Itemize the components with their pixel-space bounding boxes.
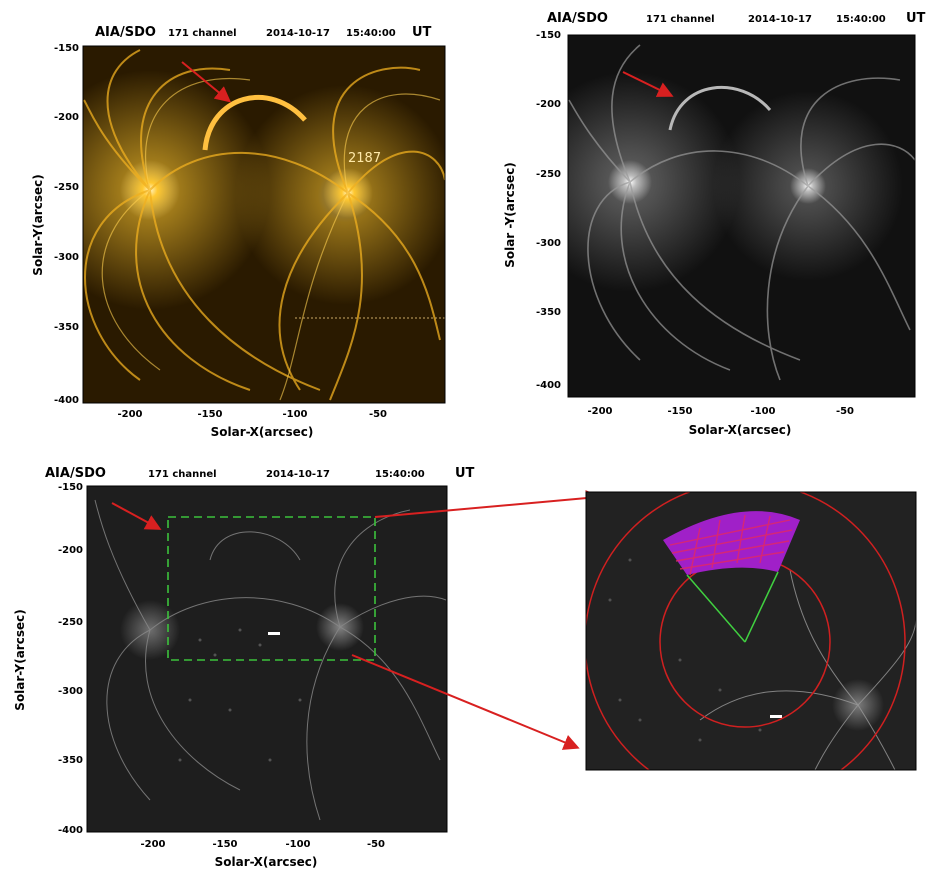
panel-b-xticks: -200 -150 -100 -50: [587, 406, 854, 417]
panel-b-ytick: -400: [536, 380, 561, 391]
panel-c-xtick: -200: [140, 839, 165, 850]
panel-a-xtick: -150: [197, 409, 222, 420]
panel-c-xtick: -150: [212, 839, 237, 850]
panel-c-ytick: -250: [58, 617, 83, 628]
panel-a-title-date: 2014-10-17: [266, 28, 330, 39]
panel-b-ytick: -200: [536, 99, 561, 110]
panel-c-ytick: -350: [58, 755, 83, 766]
panel-c-ytick: -200: [58, 545, 83, 556]
panel-b-title-ut: UT: [906, 11, 926, 26]
panel-a-ytick: -250: [54, 182, 79, 193]
panel-b-xtick: -50: [836, 406, 854, 417]
panel-c-arrow: [111, 502, 162, 530]
panel-a-title-time: 15:40:00: [346, 28, 396, 39]
panel-a-loop: [202, 95, 307, 151]
panel-b-xtick: -200: [587, 406, 612, 417]
panel-d-wedge-right-edge: [744, 571, 779, 643]
panel-a-yticks: -150 -200 -250 -300 -350 -400: [54, 43, 79, 406]
panel-c-selection-box: [167, 516, 376, 661]
panel-a-title-channel: 171 channel: [168, 28, 237, 39]
panel-b-title-time: 15:40:00: [836, 14, 886, 25]
panel-a-xtick: -200: [117, 409, 142, 420]
panel-d: [585, 491, 917, 771]
panel-b-title-instrument: AIA/SDO: [547, 11, 608, 26]
panel-a: AIA/SDO 171 channel 2014-10-17 15:40:00 …: [31, 25, 446, 439]
panel-b-ytick: -350: [536, 307, 561, 318]
panel-b-ytick: -250: [536, 169, 561, 180]
panel-c-xtick: -50: [367, 839, 385, 850]
panel-c: AIA/SDO 171 channel 2014-10-17 15:40:00 …: [13, 466, 475, 869]
panel-b-image: [568, 35, 915, 397]
panel-c-ytick: -400: [58, 825, 83, 836]
panel-b-yticks: -150 -200 -250 -300 -350 -400: [536, 30, 561, 391]
panel-c-yticks: -150 -200 -250 -300 -350 -400: [58, 482, 83, 836]
panel-a-overlay-label: 2187: [348, 151, 381, 166]
zoom-arrow-top: [374, 490, 602, 518]
panel-c-title-ut: UT: [455, 466, 475, 481]
panel-c-xtick: -100: [285, 839, 310, 850]
panel-d-wedge-left-edge: [686, 574, 746, 643]
panel-d-frame: [585, 491, 917, 771]
panel-a-xtick: -100: [282, 409, 307, 420]
panel-a-xlabel: Solar-X(arcsec): [211, 425, 314, 439]
panel-b-ylabel: Solar -Y(arcsec): [503, 162, 517, 268]
panel-c-xlabel: Solar-X(arcsec): [215, 855, 318, 869]
panel-c-ylabel: Solar-Y(arcsec): [13, 609, 27, 710]
panel-b-title-channel: 171 channel: [646, 14, 715, 25]
panel-a-ytick: -200: [54, 112, 79, 123]
panel-c-title-time: 15:40:00: [375, 469, 425, 480]
panel-a-ytick: -150: [54, 43, 79, 54]
panel-b-title-date: 2014-10-17: [748, 14, 812, 25]
panel-c-xticks: -200 -150 -100 -50: [140, 839, 385, 850]
panel-c-ytick: -300: [58, 686, 83, 697]
panel-d-wedge-texture: [669, 514, 793, 576]
panel-c-title-instrument: AIA/SDO: [45, 466, 106, 481]
panel-d-outer-circle: [586, 492, 906, 770]
panel-c-image: [87, 486, 447, 832]
panel-c-title-channel: 171 channel: [148, 469, 217, 480]
panel-a-title-ut: UT: [412, 25, 432, 40]
panel-c-ytick: -150: [58, 482, 83, 493]
panel-a-arrow: [181, 61, 232, 103]
panel-b-xtick: -150: [667, 406, 692, 417]
panel-c-frame: [86, 485, 448, 833]
panel-b-xlabel: Solar-X(arcsec): [689, 423, 792, 437]
panel-b-ytick: -300: [536, 238, 561, 249]
panel-a-xticks: -200 -150 -100 -50: [117, 409, 387, 420]
panel-d-wedge: [663, 511, 800, 575]
panel-a-ylabel: Solar-Y(arcsec): [31, 174, 45, 275]
panel-a-ytick: -300: [54, 252, 79, 263]
panel-a-ytick: -400: [54, 395, 79, 406]
panel-c-title-date: 2014-10-17: [266, 469, 330, 480]
zoom-arrow-bottom: [351, 654, 580, 750]
panel-a-xtick: -50: [369, 409, 387, 420]
panel-a-ytick: -350: [54, 322, 79, 333]
panel-b-loop: [668, 86, 772, 131]
panel-b-frame: [567, 34, 916, 398]
panel-d-image: [586, 492, 916, 770]
panel-a-title-instrument: AIA/SDO: [95, 25, 156, 40]
panel-b-ytick: -150: [536, 30, 561, 41]
panel-a-image: 2187: [83, 46, 445, 403]
panel-b-xtick: -100: [750, 406, 775, 417]
panel-b-arrow: [622, 71, 674, 97]
panel-b: AIA/SDO 171 channel 2014-10-17 15:40:00 …: [503, 11, 926, 437]
panel-a-frame: [82, 45, 446, 404]
